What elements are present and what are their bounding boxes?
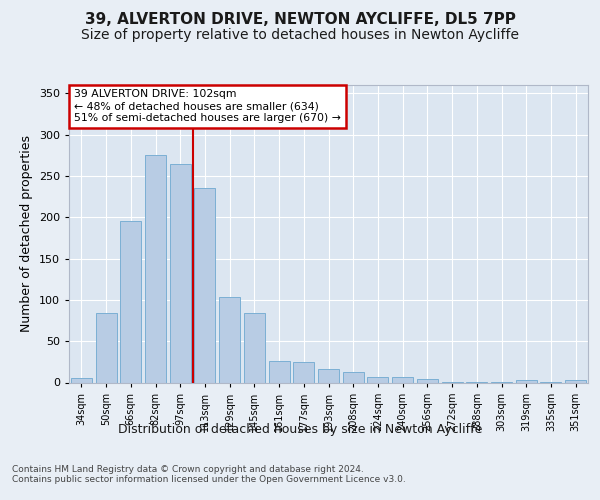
Bar <box>269 361 290 382</box>
Bar <box>194 188 215 382</box>
Text: Contains HM Land Registry data © Crown copyright and database right 2024.
Contai: Contains HM Land Registry data © Crown c… <box>12 465 406 484</box>
Bar <box>343 372 364 382</box>
Bar <box>565 380 586 382</box>
Bar <box>293 362 314 382</box>
Bar <box>244 313 265 382</box>
Bar <box>392 376 413 382</box>
Bar <box>145 155 166 382</box>
Bar <box>170 164 191 382</box>
Bar <box>95 313 116 382</box>
Text: Size of property relative to detached houses in Newton Aycliffe: Size of property relative to detached ho… <box>81 28 519 42</box>
Bar <box>367 376 388 382</box>
Text: 39, ALVERTON DRIVE, NEWTON AYCLIFFE, DL5 7PP: 39, ALVERTON DRIVE, NEWTON AYCLIFFE, DL5… <box>85 12 515 28</box>
Bar <box>516 380 537 382</box>
Bar <box>318 370 339 382</box>
Y-axis label: Number of detached properties: Number of detached properties <box>20 135 33 332</box>
Bar <box>219 296 240 382</box>
Bar <box>71 378 92 382</box>
Bar <box>120 222 141 382</box>
Text: 39 ALVERTON DRIVE: 102sqm
← 48% of detached houses are smaller (634)
51% of semi: 39 ALVERTON DRIVE: 102sqm ← 48% of detac… <box>74 90 341 122</box>
Bar <box>417 379 438 382</box>
Text: Distribution of detached houses by size in Newton Aycliffe: Distribution of detached houses by size … <box>118 422 482 436</box>
